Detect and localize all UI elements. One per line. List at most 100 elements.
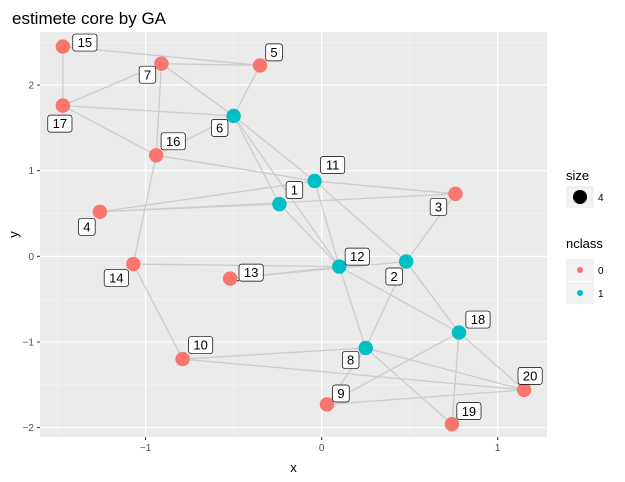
node-label-box: [320, 156, 346, 174]
edge-1-12: [278, 203, 340, 268]
y-tick-label: 1: [28, 166, 34, 177]
node-18: [451, 325, 467, 340]
node-label-17: 17: [47, 114, 73, 133]
node-label-15: 15: [72, 33, 98, 52]
edge-6-11: [233, 115, 316, 182]
node-15: [55, 39, 71, 54]
edge-2-18: [405, 261, 460, 333]
edge-9-20: [326, 389, 525, 406]
legend-swatch-class-0: [577, 267, 583, 273]
edge-14-12: [133, 263, 340, 268]
legend: size 4 nclass 0 1: [566, 168, 604, 304]
node-label-18: 18: [465, 310, 491, 329]
edge-8-20: [365, 347, 525, 391]
node-6: [226, 108, 241, 124]
node-label-box: [210, 119, 229, 137]
node-20: [516, 382, 532, 398]
node-16: [148, 148, 164, 163]
legend-size-label: 4: [598, 193, 604, 204]
node-label-text: 4: [83, 219, 90, 234]
node-label-box: [72, 33, 98, 52]
node-label-9: 9: [332, 384, 350, 403]
y-tick-label: −1: [23, 337, 35, 348]
edge-18-20: [458, 332, 525, 391]
edge-11-3: [314, 180, 456, 195]
node-label-text: 1: [291, 183, 298, 198]
node-label-text: 9: [337, 386, 344, 401]
node-label-text: 10: [193, 338, 207, 353]
edge-12-18: [338, 266, 460, 334]
legend-swatch-class-1: [577, 290, 583, 296]
node-8: [358, 340, 373, 356]
node-label-20: 20: [517, 367, 543, 385]
node-label-box: [265, 43, 283, 62]
node-3: [448, 186, 463, 202]
node-1: [272, 196, 287, 212]
node-label-text: 16: [166, 134, 180, 149]
node-label-box: [103, 269, 129, 287]
legend-label-class-1: 1: [598, 289, 604, 300]
node-label-box: [47, 114, 73, 133]
node-14: [126, 256, 141, 272]
node-label-box: [465, 310, 491, 329]
node-label-text: 11: [326, 158, 340, 173]
node-label-4: 4: [78, 217, 96, 236]
legend-size-title: size: [566, 168, 589, 183]
node-11: [307, 173, 322, 189]
node-label-text: 18: [471, 312, 485, 327]
node-label-6: 6: [210, 119, 229, 137]
node-label-box: [456, 402, 482, 421]
node-label-text: 19: [462, 404, 476, 419]
legend-size-swatch: [573, 190, 587, 204]
edge-7-16: [155, 63, 163, 156]
node-label-1: 1: [285, 181, 304, 199]
edge-12-8: [338, 266, 367, 349]
node-label-19: 19: [456, 402, 482, 421]
node-label-11: 11: [320, 156, 346, 174]
y-tick-label: 2: [28, 81, 34, 92]
node-4: [92, 204, 108, 220]
node-label-text: 14: [109, 271, 123, 286]
edge-18-19: [451, 332, 460, 425]
node-label-box: [238, 263, 264, 282]
node-label-text: 2: [391, 269, 398, 284]
edge-3-2: [405, 193, 456, 262]
node-label-8: 8: [342, 351, 360, 369]
node-label-box: [344, 247, 370, 266]
node-label-box: [138, 65, 157, 84]
edge-16-11: [156, 154, 315, 182]
node-label-text: 3: [435, 199, 442, 214]
node-label-text: 13: [244, 265, 258, 280]
edge-11-2: [314, 180, 407, 262]
node-label-box: [517, 367, 543, 385]
node-label-box: [188, 336, 214, 354]
y-tick-label: −2: [23, 423, 35, 434]
edge-11-12: [314, 180, 340, 267]
edge-17-6: [62, 104, 234, 117]
node-label-text: 17: [53, 116, 67, 131]
edge-5-6: [233, 65, 261, 117]
node-label-text: 20: [523, 369, 537, 384]
node-label-7: 7: [138, 65, 157, 84]
node-label-2: 2: [385, 267, 403, 286]
node-label-text: 7: [144, 67, 151, 82]
x-axis-ticks: −1 0 1: [140, 437, 501, 454]
node-10: [175, 351, 190, 367]
node-label-5: 5: [265, 43, 283, 62]
node-label-text: 8: [347, 353, 354, 368]
node-9: [319, 397, 335, 412]
node-2: [398, 254, 414, 269]
edge-6-1: [233, 115, 280, 205]
y-tick-label: 0: [28, 252, 34, 263]
legend-label-class-0: 0: [598, 266, 604, 277]
edge-8-19: [365, 347, 453, 425]
node-12: [332, 259, 347, 274]
node-label-text: 6: [216, 121, 223, 136]
x-axis-title: x: [290, 460, 297, 475]
y-axis-title: y: [6, 231, 21, 238]
node-label-10: 10: [188, 336, 214, 354]
node-label-12: 12: [344, 247, 370, 266]
node-label-16: 16: [160, 132, 186, 151]
network-nodes: [55, 39, 532, 432]
node-label-box: [78, 217, 96, 236]
